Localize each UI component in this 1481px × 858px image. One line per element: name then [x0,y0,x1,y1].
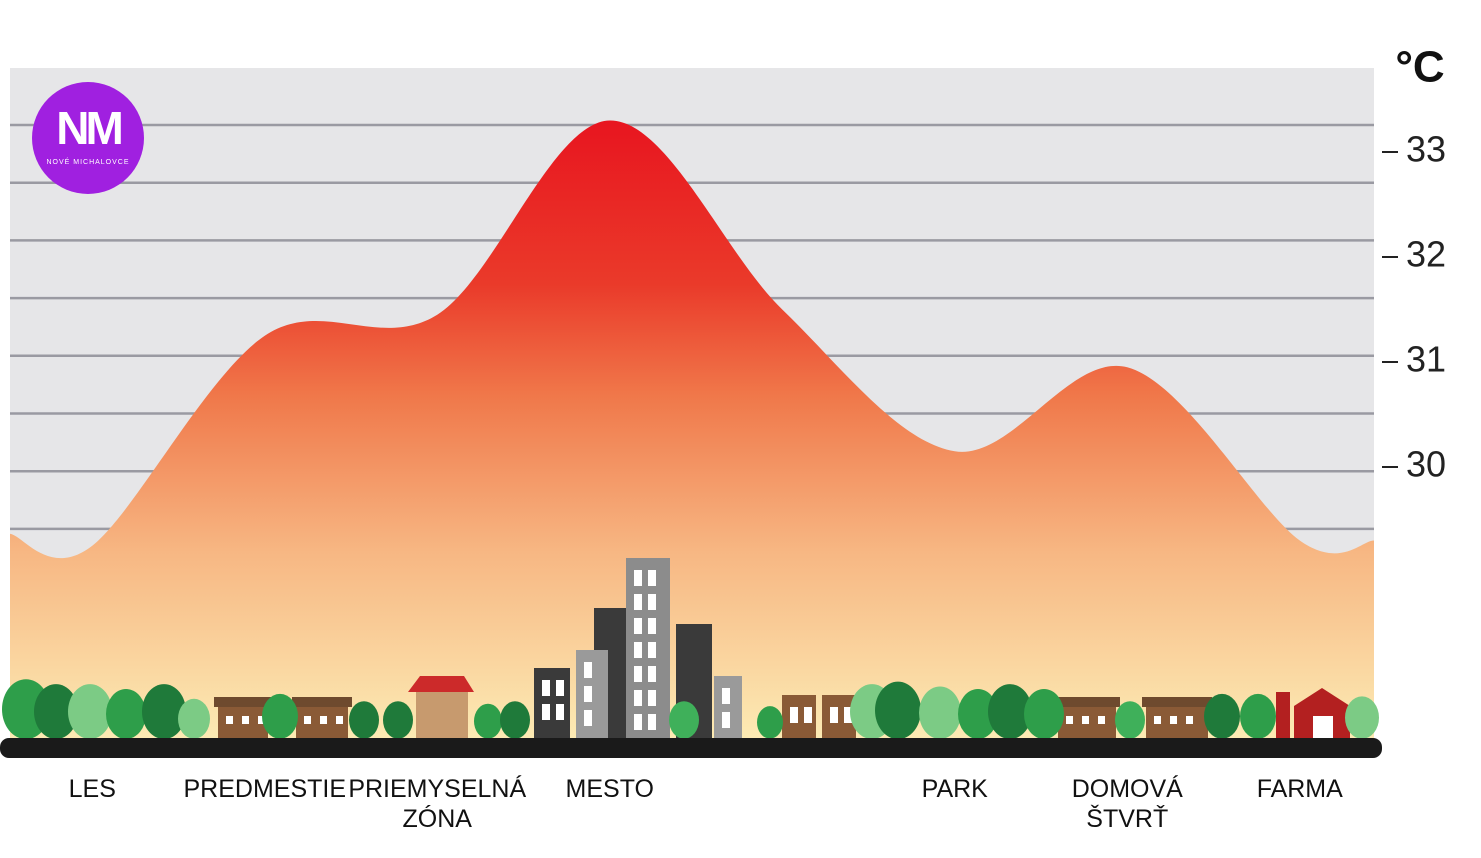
tree [142,684,186,740]
silo [1276,692,1290,739]
tree [919,686,961,740]
building [534,668,570,739]
window [336,716,343,724]
window [634,594,642,610]
house-roof [1142,697,1212,707]
window [634,642,642,658]
tree [178,698,210,739]
window [1170,716,1177,724]
window [1066,716,1073,724]
logo-text: NOVÉ MICHALOVCE [46,157,129,166]
x-tick-label: DOMOVÁ ŠTVRŤ [1071,775,1183,833]
factory [416,690,468,739]
window [556,704,564,720]
window [648,618,656,634]
tree [106,689,146,739]
window [648,642,656,658]
window [634,618,642,634]
tree [757,706,783,739]
x-tick-label: LES [68,775,116,803]
window [790,707,798,723]
tree [1240,693,1276,739]
window [722,712,730,728]
heat-area [10,120,1374,741]
ground [0,738,1382,758]
window [542,680,550,696]
logo-mark: NM [56,102,121,154]
tree [349,701,379,739]
tree [34,684,78,740]
window [1154,716,1161,724]
window [556,680,564,696]
y-tick-label: 33 [1406,129,1446,170]
tree [958,689,998,739]
window [542,704,550,720]
x-tick-label: PREDMESTIE [183,775,347,803]
window [1098,716,1105,724]
tree [68,684,112,740]
factory-roof [408,676,474,692]
window [258,716,265,724]
x-tick-label: MESTO [565,775,654,803]
tree [1204,693,1240,739]
window [320,716,327,724]
window [844,707,852,723]
y-tick-label: 32 [1406,234,1446,275]
window [584,686,592,702]
window [830,707,838,723]
axis-unit: °C [1395,43,1444,92]
window [722,688,730,704]
barn-door [1313,716,1333,739]
tree [1024,689,1064,739]
window [634,666,642,682]
tree [262,693,298,739]
window [804,707,812,723]
window [226,716,233,724]
window [648,690,656,706]
barn [1294,688,1350,739]
y-tick-label: 31 [1406,339,1446,380]
house-roof [1054,697,1120,707]
window [304,716,311,724]
x-tick-label: PRIEMYSELNÁ ZÓNA [348,775,527,833]
window [648,714,656,730]
window [634,714,642,730]
logo [32,82,144,194]
x-tick-label: FARMA [1256,775,1343,803]
window [648,666,656,682]
window [584,710,592,726]
house-roof [292,697,352,707]
window [648,594,656,610]
tree [1115,701,1145,739]
tree [875,681,921,740]
window [634,690,642,706]
window [242,716,249,724]
city-scene [2,558,1379,740]
house-roof [214,697,272,707]
tree [669,701,699,739]
tree [474,703,502,739]
window [1082,716,1089,724]
y-tick-label: 30 [1406,444,1446,485]
building [714,676,742,739]
window [584,662,592,678]
window [1186,716,1193,724]
x-tick-label: PARK [921,775,988,803]
tree [1345,696,1379,739]
tree [500,701,530,739]
window [648,570,656,586]
window [634,570,642,586]
tree [988,684,1032,740]
tree [383,701,413,739]
